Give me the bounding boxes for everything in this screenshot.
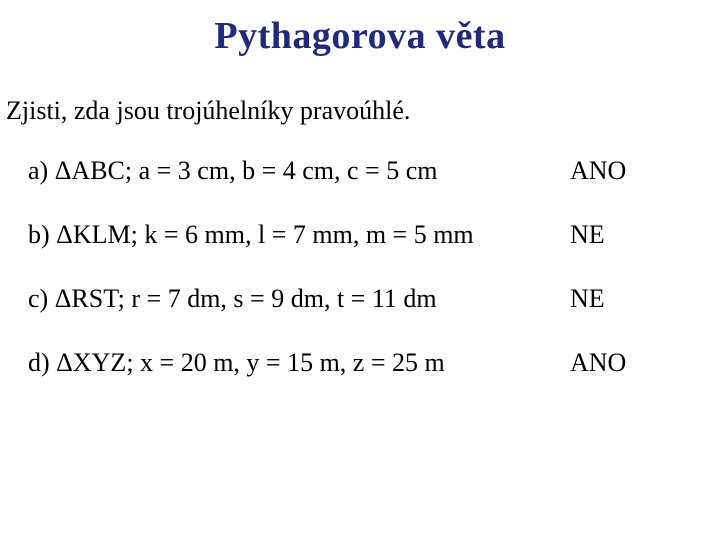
item-answer: ANO (570, 348, 680, 378)
item-answer: NE (570, 284, 680, 314)
item-row: b) ΔKLM; k = 6 mm, l = 7 mm, m = 5 mmNE (28, 220, 680, 250)
slide: Pythagorova věta Zjisti, zda jsou trojúh… (0, 0, 720, 540)
items-list: a) ΔABC; a = 3 cm, b = 4 cm, c = 5 cmANO… (0, 156, 720, 378)
item-answer: ANO (570, 156, 680, 186)
item-problem: c) ΔRST; r = 7 dm, s = 9 dm, t = 11 dm (28, 284, 570, 314)
item-answer: NE (570, 220, 680, 250)
item-problem: a) ΔABC; a = 3 cm, b = 4 cm, c = 5 cm (28, 156, 570, 186)
item-row: c) ΔRST; r = 7 dm, s = 9 dm, t = 11 dmNE (28, 284, 680, 314)
item-row: a) ΔABC; a = 3 cm, b = 4 cm, c = 5 cmANO (28, 156, 680, 186)
item-problem: d) ΔXYZ; x = 20 m, y = 15 m, z = 25 m (28, 348, 570, 378)
item-problem: b) ΔKLM; k = 6 mm, l = 7 mm, m = 5 mm (28, 220, 570, 250)
instruction-text: Zjisti, zda jsou trojúhelníky pravoúhlé. (0, 96, 720, 126)
item-row: d) ΔXYZ; x = 20 m, y = 15 m, z = 25 mANO (28, 348, 680, 378)
page-title: Pythagorova věta (0, 0, 720, 58)
